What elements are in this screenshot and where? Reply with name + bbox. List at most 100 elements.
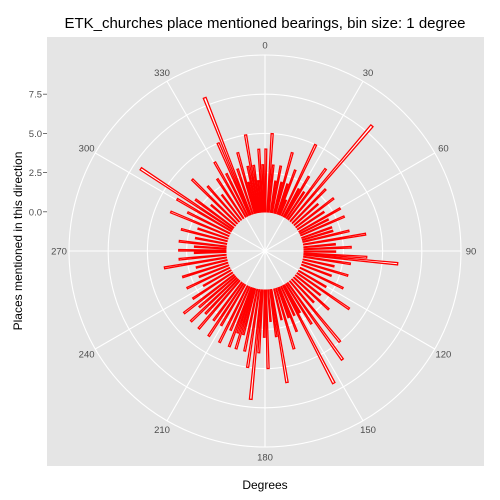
bar-264 [178, 253, 227, 261]
bar-93 [303, 252, 368, 259]
bar-13 [273, 181, 283, 214]
chart-title: ETK_churches place mentioned bearings, b… [64, 15, 465, 32]
bar-191 [243, 288, 259, 352]
bar-318 [206, 184, 241, 223]
bar-106 [301, 261, 349, 278]
bar-210 [219, 283, 247, 327]
bar-120 [297, 269, 327, 289]
bar-115 [299, 266, 345, 290]
bar-33 [285, 190, 306, 220]
bar-236 [191, 271, 234, 301]
bar-80 [302, 232, 367, 246]
bar-196 [234, 287, 255, 350]
bar-280 [194, 236, 228, 245]
angle-tick-label: 210 [154, 425, 170, 436]
bar-303 [139, 166, 234, 231]
bar-352 [252, 164, 261, 213]
bar-5 [267, 164, 275, 213]
bar-175 [267, 289, 272, 323]
bar-52 [294, 196, 335, 229]
radial-tick-label: 7.5 [29, 90, 42, 101]
radial-tick-label: 0.0 [29, 207, 42, 218]
bar-178 [265, 289, 270, 370]
bar-90 [303, 250, 337, 253]
bar-200 [227, 286, 253, 348]
bar-240 [202, 269, 232, 288]
bar-150 [283, 284, 302, 314]
bar-314 [190, 178, 239, 225]
bar-147 [284, 282, 313, 326]
bar-232 [182, 273, 236, 315]
bar-15 [274, 151, 294, 215]
bar-276 [178, 239, 227, 248]
angle-tick-label: 300 [79, 144, 95, 155]
bar-248 [198, 264, 230, 279]
bar-160 [276, 287, 290, 319]
bar-346 [247, 181, 257, 214]
bar-76 [302, 229, 350, 243]
grid-spoke [94, 250, 266, 350]
bar-63 [299, 218, 330, 235]
bar-10 [271, 165, 283, 214]
angle-tick-label: 0 [262, 41, 267, 52]
bar-206 [217, 285, 249, 344]
bar-296 [186, 210, 231, 235]
bar-244 [185, 266, 231, 290]
bar-223 [204, 278, 240, 315]
bar-95 [303, 253, 399, 266]
bar-66 [299, 215, 346, 237]
bar-8 [269, 180, 277, 214]
radial-tick-label: 5.0 [29, 129, 42, 140]
grid-spoke [264, 152, 436, 252]
bars-layer [139, 96, 399, 401]
bar-183 [257, 289, 264, 354]
bar-256 [195, 259, 228, 269]
bar-306 [194, 198, 235, 229]
bar-22 [278, 199, 288, 216]
bar-3 [266, 132, 274, 213]
angle-tick-label: 330 [154, 68, 170, 79]
bar-166 [273, 288, 283, 321]
grid-spoke [166, 250, 266, 422]
bar-110 [300, 263, 333, 278]
bar-216 [212, 281, 243, 322]
bar-341 [236, 168, 254, 215]
bar-292 [169, 210, 230, 238]
bar-87 [303, 245, 352, 251]
bar-163 [275, 287, 296, 350]
bar-44 [291, 188, 327, 225]
bar-70 [301, 226, 333, 240]
bar-128 [294, 274, 322, 297]
bar-132 [292, 276, 331, 311]
bar-260 [163, 256, 228, 270]
bar-330 [213, 160, 247, 218]
bar-194 [241, 288, 257, 336]
bar-229 [198, 275, 237, 309]
angle-tick-label: 150 [360, 425, 376, 436]
bar-326 [215, 177, 245, 220]
bar-140 [288, 280, 342, 344]
bar-213 [207, 282, 245, 338]
bar-152 [281, 284, 336, 385]
bar-172 [269, 289, 278, 338]
bar-336 [216, 141, 251, 217]
bar-203 [229, 285, 251, 332]
bar-185 [248, 289, 263, 401]
angle-tick-label: 180 [257, 453, 273, 464]
bar-338 [202, 96, 252, 216]
bar-226 [189, 276, 238, 323]
bar-268 [193, 251, 227, 255]
angle-tick-label: 90 [466, 247, 477, 258]
angle-tick-label: 30 [363, 68, 374, 79]
bar-56 [296, 210, 326, 231]
grid-spoke [264, 250, 436, 350]
bar-36 [287, 167, 328, 221]
bar-48 [293, 202, 320, 227]
bar-310 [210, 203, 237, 227]
radial-tick-labels: 0.0 2.5 5.0 7.5 [29, 90, 47, 218]
bar-170 [270, 288, 289, 384]
bar-136 [290, 278, 315, 304]
bar-198 [236, 287, 254, 334]
bar-252 [181, 261, 229, 279]
